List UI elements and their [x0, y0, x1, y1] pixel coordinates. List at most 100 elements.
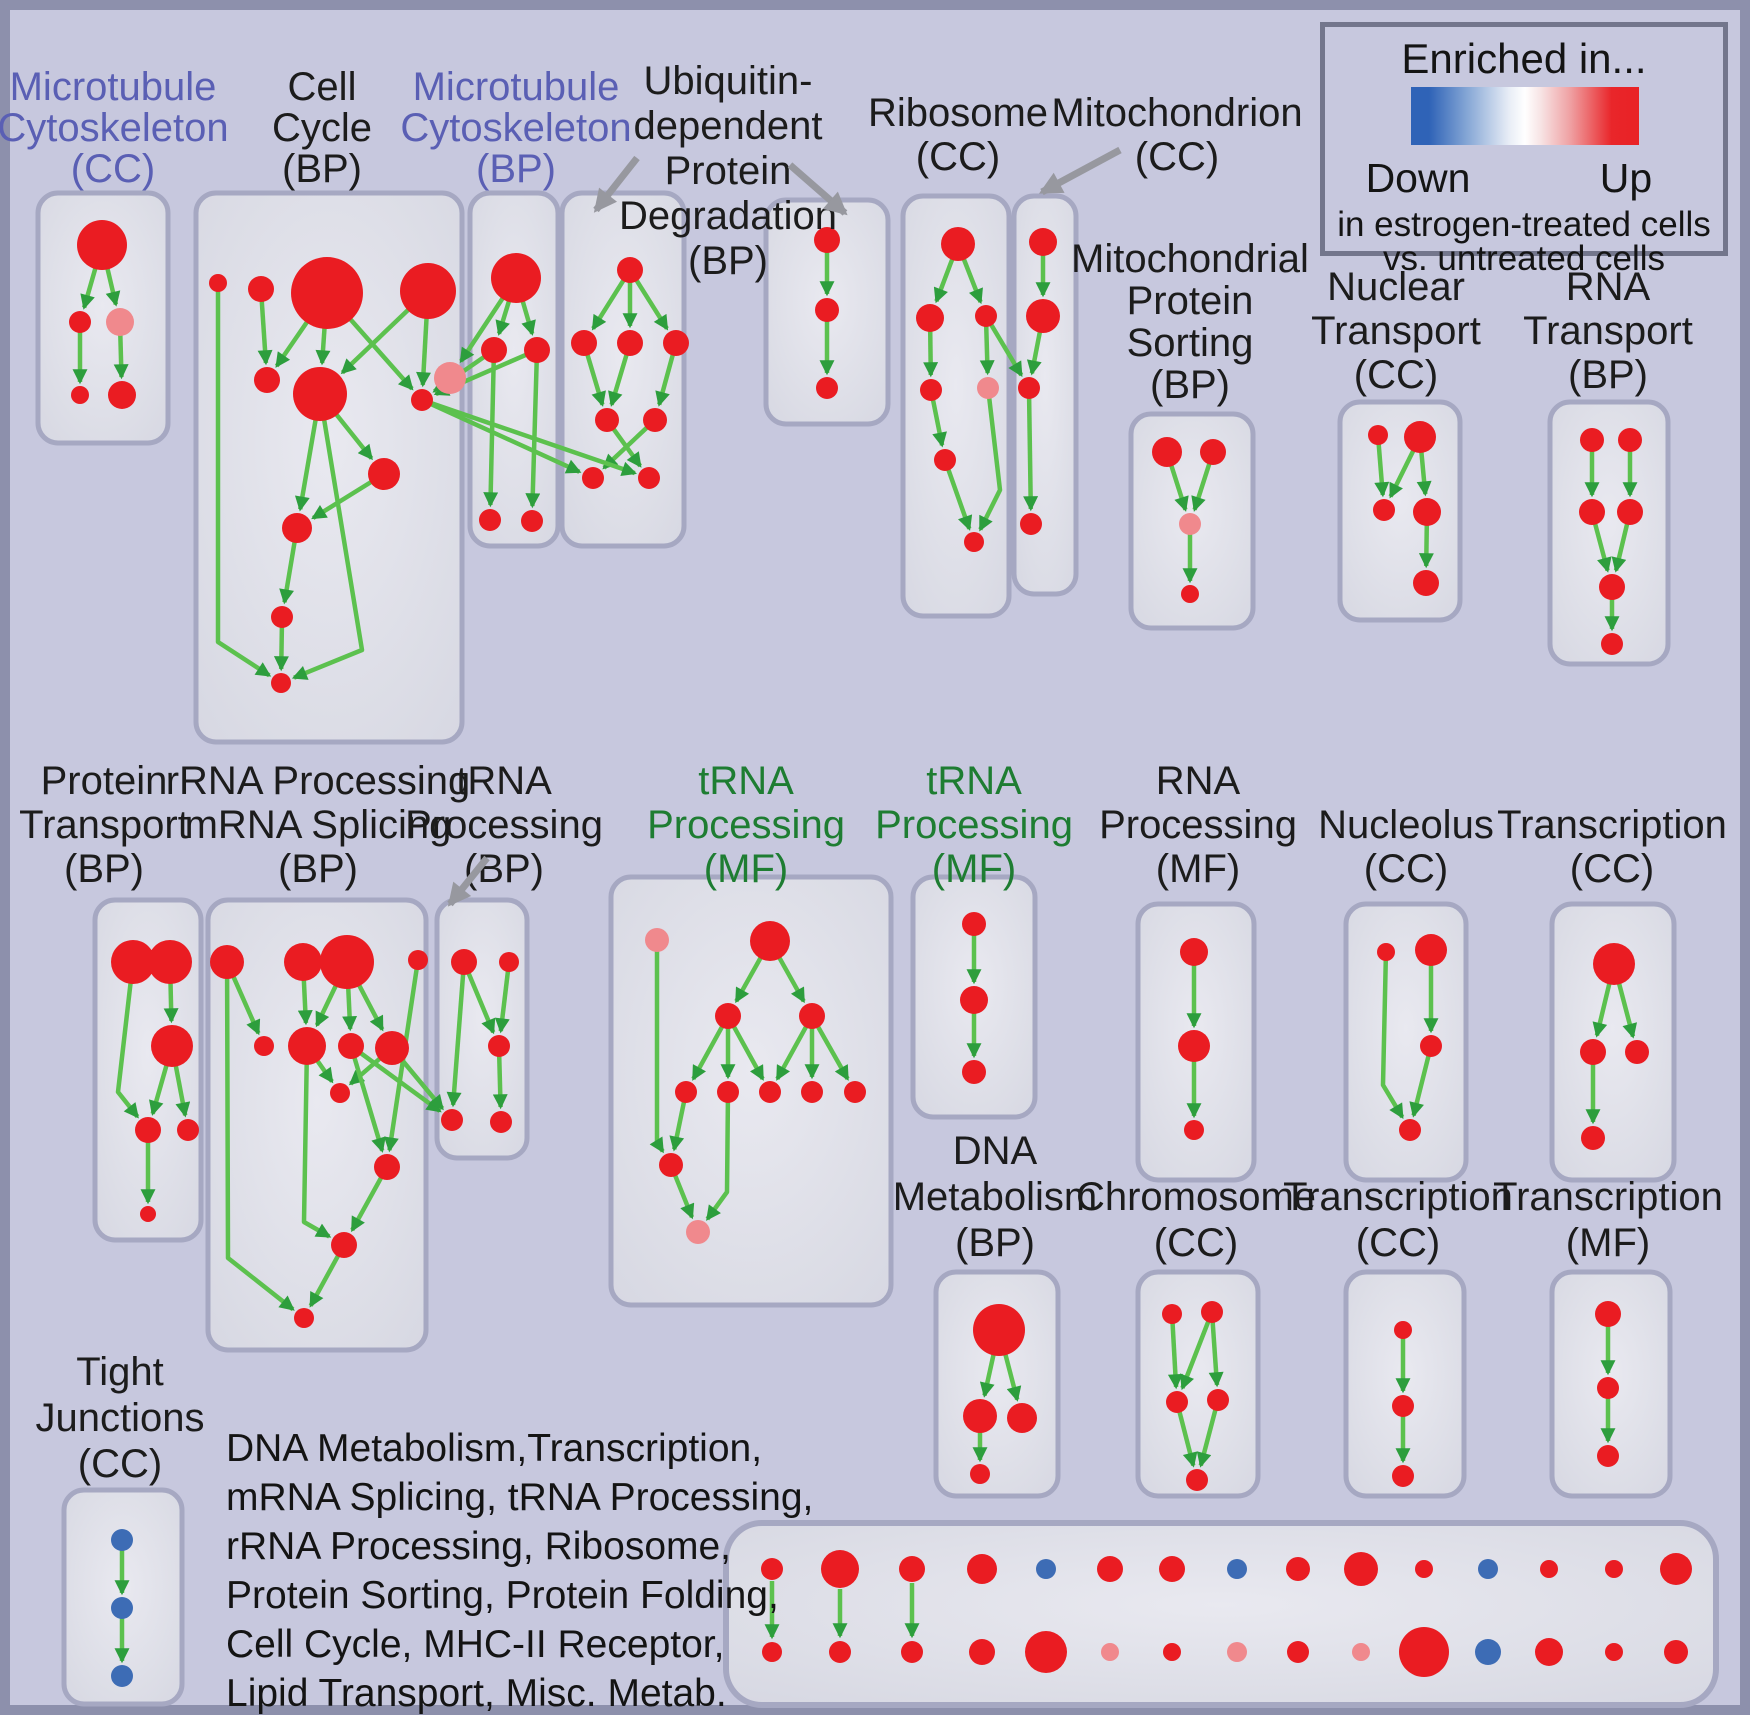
- edge-mt_cc-a1-a3: [105, 266, 121, 307]
- label-pointer-arrow-0: [593, 155, 640, 213]
- node-trna_mf_big-g1: [645, 928, 669, 952]
- cross-edge-rrna.s7-trna_bp.u4: [358, 1050, 442, 1113]
- strip-node-bottom-10: [1399, 1627, 1449, 1677]
- cluster-label-ribosome: (CC): [916, 135, 1000, 179]
- node-trna_mf_big-g10: [659, 1153, 683, 1177]
- legend-gradient-bar: [1411, 87, 1639, 145]
- cluster-label-trna_mf_big: tRNA: [698, 759, 794, 803]
- node-mt_bp-v2: [481, 337, 507, 363]
- node-nuclear_transport-n3: [1373, 499, 1395, 521]
- cluster-label-mps: (BP): [1150, 363, 1230, 407]
- node-protein_transport-pt4: [135, 1117, 161, 1143]
- node-mito-m4: [1020, 513, 1042, 535]
- cluster-label-cell_cycle: (BP): [282, 147, 362, 191]
- node-rrna-s9: [330, 1083, 350, 1103]
- node-nuclear_transport-n4: [1413, 498, 1441, 526]
- node-nucleolus-l2: [1415, 934, 1447, 966]
- node-ubiq_box-w1: [617, 257, 643, 283]
- cluster-box-trna_mf_big: [608, 874, 894, 1308]
- strip-node-top-14: [1660, 1553, 1692, 1585]
- cluster-label-dna_metab: Metabolism: [893, 1175, 1098, 1219]
- node-mito-m1: [1029, 228, 1057, 256]
- node-protein_transport-pt1: [111, 940, 155, 984]
- layer-nodes: [69, 220, 1692, 1687]
- node-protein_transport-pt2: [148, 940, 192, 984]
- cluster-label-protein_transport: (BP): [64, 847, 144, 891]
- edge-trna_bp-u3-u5: [492, 1054, 508, 1110]
- cluster-label-transcription_cc_bot: (CC): [1356, 1221, 1440, 1265]
- footnote-line: Lipid Transport, Misc. Metab.: [226, 1672, 727, 1715]
- edge-cell_cycle-b3-b8: [347, 316, 414, 391]
- cluster-box-chromosome: [1135, 1269, 1261, 1499]
- cluster-box-protein_transport: [92, 897, 204, 1243]
- node-trna_mf_big-g6: [717, 1081, 739, 1103]
- edge-rrna-s3-s8: [356, 983, 385, 1032]
- edge-ubiq_box-w1-w4: [633, 278, 669, 331]
- node-cell_cycle-b7: [434, 362, 466, 394]
- edge-rna_transport-t3-t5: [1592, 522, 1612, 573]
- node-trna_mf_small-h2: [960, 986, 988, 1014]
- layer-annotations: [447, 146, 1122, 907]
- cluster-label-transcription_mf: (MF): [1566, 1221, 1650, 1265]
- node-rrna-s2: [284, 943, 322, 981]
- node-rna_transport-t5: [1599, 574, 1625, 600]
- edge-ribosome-r1-r3: [961, 257, 983, 305]
- footnote-line: Cell Cycle, MHC-II Receptor,: [226, 1623, 725, 1666]
- node-rrna-s1: [210, 945, 244, 979]
- strip-box-misc-clusters: [723, 1520, 1719, 1708]
- edge-trna_bp-u1-u3: [466, 971, 496, 1035]
- edge-chromosome-c2-c4: [1208, 1320, 1224, 1388]
- cluster-label-rrna: rRNA Processing: [166, 759, 471, 803]
- node-rrna-s7: [338, 1033, 364, 1059]
- node-ribosome-r5: [977, 377, 999, 399]
- cluster-label-mt_bp: Microtubule: [413, 65, 620, 109]
- cluster-label-trna_bp: tRNA: [456, 759, 552, 803]
- node-trna_mf_big-g2: [750, 921, 790, 961]
- strip-node-bottom-4: [1025, 1631, 1067, 1673]
- strip-node-bottom-12: [1535, 1638, 1563, 1666]
- cluster-label-trna_bp: Processing: [405, 803, 603, 847]
- node-mps-p2: [1200, 439, 1226, 465]
- cluster-label-rrna: (BP): [278, 847, 358, 891]
- edge-ribosome-r6-r7: [945, 467, 973, 531]
- edge-trna_bp-u2-u3: [494, 969, 511, 1034]
- cluster-label-rna_proc_mf: (MF): [1156, 847, 1240, 891]
- node-transcription_cc_mid-y4: [1581, 1126, 1605, 1150]
- cluster-label-tight_junctions: (CC): [78, 1442, 162, 1486]
- edge-ribosome-r1-r2: [933, 257, 955, 304]
- cluster-label-nuclear_transport: (CC): [1354, 353, 1438, 397]
- strip-node-bottom-0: [762, 1642, 782, 1662]
- cluster-label-rrna: mRNA Splicing: [185, 803, 452, 847]
- node-trna_mf_big-g3: [715, 1003, 741, 1029]
- cluster-box-tight_junctions: [61, 1487, 185, 1707]
- strip-node-bottom-5: [1101, 1643, 1119, 1661]
- edge-nuclear_transport-n4-n5: [1418, 523, 1434, 569]
- edge-cell_cycle-b6-b10: [294, 418, 319, 512]
- node-rrna-s8: [375, 1031, 409, 1065]
- node-transcription_mf-f1: [1595, 1301, 1621, 1327]
- node-cell_cycle-b4: [400, 263, 456, 319]
- footnote-line: DNA Metabolism,Transcription,: [226, 1427, 763, 1470]
- cluster-label-nucleolus: Nucleolus: [1318, 803, 1494, 847]
- cluster-label-nuclear_transport: Transport: [1311, 309, 1481, 353]
- layer-edges: [72, 251, 1638, 1664]
- edge-dna_metab-d1-d3: [1002, 1352, 1022, 1402]
- cluster-label-rna_transport: (BP): [1568, 353, 1648, 397]
- node-trna_mf_big-g4: [799, 1003, 825, 1029]
- node-ubiq_box-w3: [617, 330, 643, 356]
- edge-cell_cycle-b1-b12: [215, 290, 272, 678]
- edge-transcription_cc_mid-y1-y3: [1616, 981, 1638, 1039]
- strip-node-top-0: [761, 1558, 783, 1580]
- cluster-label-mt_cc: Microtubule: [10, 65, 217, 109]
- edge-cell_cycle-b3-b6: [315, 326, 331, 366]
- node-cell_cycle-b3: [291, 257, 363, 329]
- cluster-label-cell_cycle: Cycle: [272, 106, 372, 150]
- node-dna_metab-d3: [1007, 1403, 1037, 1433]
- node-transcription_cc_bot-e2: [1392, 1395, 1414, 1417]
- node-ubiq_box-w6: [643, 408, 667, 432]
- node-mt_cc-a1: [77, 220, 127, 270]
- strip-node-bottom-1: [829, 1641, 851, 1663]
- node-ubiq_box-w8: [638, 467, 660, 489]
- cluster-box-mt_cc: [35, 190, 171, 446]
